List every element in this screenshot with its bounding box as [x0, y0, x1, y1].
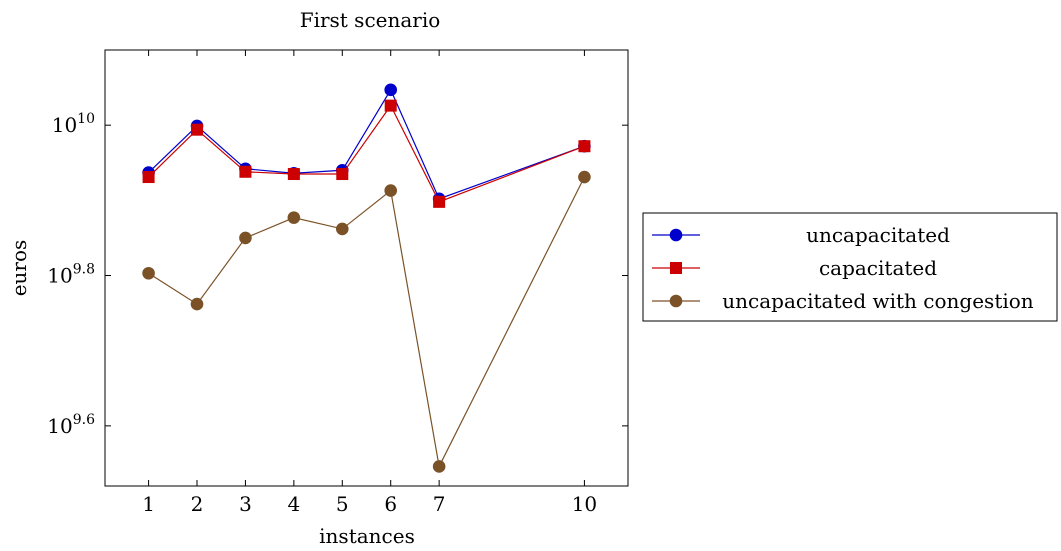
y-tick-label-base: 10 — [52, 113, 77, 137]
data-point — [239, 165, 252, 178]
data-point — [142, 171, 155, 184]
y-tick-label: 109.6 — [47, 412, 95, 438]
data-point — [287, 168, 300, 181]
data-point — [239, 231, 252, 245]
series-line — [148, 176, 585, 469]
data-point — [433, 195, 446, 208]
legend-label: uncapacitated — [806, 223, 950, 247]
series-uncapacitated-with-congestion — [142, 170, 591, 473]
chart-title: First scenario — [300, 8, 441, 32]
legend: uncapacitated capacitated uncapacitated wi… — [642, 212, 1058, 322]
y-axis-label: euros — [7, 240, 31, 297]
legend-label: uncapacitated with congestion — [722, 289, 1033, 313]
data-point — [432, 460, 446, 473]
legend-box — [642, 212, 1058, 322]
x-tick-label: 7 — [433, 492, 446, 516]
data-point — [578, 140, 591, 153]
y-tick-label: 1010 — [52, 111, 95, 137]
x-tick-label: 10 — [572, 492, 597, 516]
series-line — [148, 88, 585, 200]
x-tick-label: 1 — [142, 492, 155, 516]
series-layer — [142, 83, 591, 473]
series-line — [148, 104, 585, 203]
y-tick-label-exponent: 9.8 — [73, 262, 95, 278]
x-tick-label: 2 — [191, 492, 204, 516]
legend-marker — [670, 262, 682, 274]
series-capacitated — [142, 99, 591, 208]
x-axis-label: instances — [319, 524, 415, 548]
data-point — [384, 83, 398, 97]
data-point — [384, 99, 397, 112]
data-point — [335, 222, 349, 236]
y-tick-label-exponent: 10 — [77, 111, 95, 127]
data-point — [336, 168, 349, 181]
data-point — [578, 170, 591, 184]
series-uncapacitated — [142, 83, 591, 206]
y-tick-label: 109.8 — [47, 262, 95, 288]
x-tick-label: 6 — [384, 492, 397, 516]
data-point — [191, 123, 204, 136]
legend-label: capacitated — [819, 256, 937, 280]
y-tick-label-base: 10 — [47, 264, 72, 288]
data-point — [190, 297, 204, 311]
data-point — [384, 184, 398, 197]
x-tick-label: 4 — [287, 492, 300, 516]
legend-marker — [669, 228, 683, 242]
x-tick-label: 5 — [336, 492, 349, 516]
x-tick-label: 3 — [239, 492, 252, 516]
y-tick-label-base: 10 — [47, 414, 72, 438]
legend-marker — [669, 294, 683, 308]
plot-frame — [104, 49, 629, 487]
data-point — [142, 266, 155, 280]
data-point — [287, 211, 301, 224]
y-tick-label-exponent: 9.6 — [73, 412, 95, 428]
